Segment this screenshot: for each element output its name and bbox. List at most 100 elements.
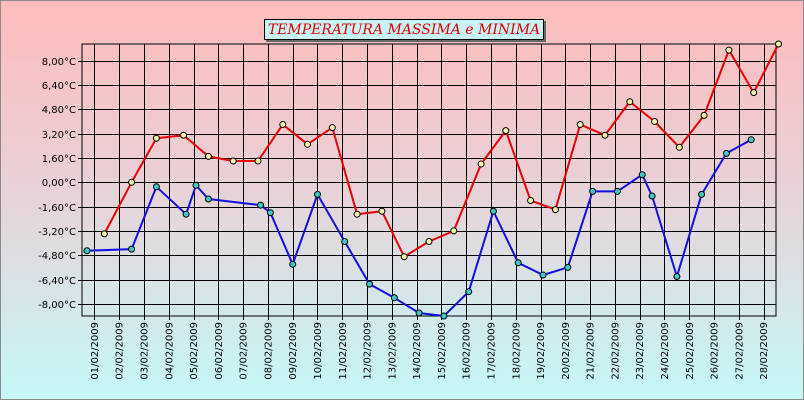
x-tick-label: 14/02/2009 <box>412 322 423 380</box>
series-2-line <box>86 138 752 317</box>
series-2-point <box>698 190 706 198</box>
series-2-point <box>564 263 572 271</box>
x-tick-label: 10/02/2009 <box>313 322 324 380</box>
series-2-point <box>648 192 656 200</box>
series-1-point <box>328 124 336 132</box>
y-tick-label: 1,60°C <box>42 154 76 165</box>
y-tick-label: -3,20°C <box>38 227 76 238</box>
x-tick-label: 08/02/2009 <box>263 322 274 380</box>
x-tick-label: 25/02/2009 <box>685 322 696 380</box>
x-tick-label: 26/02/2009 <box>710 322 721 380</box>
series-2-point <box>266 209 274 217</box>
series-2-point <box>440 312 448 320</box>
series-2-point <box>152 183 160 191</box>
x-tick-label: 20/02/2009 <box>561 322 572 380</box>
series-2-point <box>182 210 190 218</box>
series-1-point <box>551 206 559 214</box>
series-1-point <box>700 111 708 119</box>
x-tick-label: 07/02/2009 <box>239 322 250 380</box>
x-tick-label: 13/02/2009 <box>387 322 398 380</box>
x-axis-ticks: 01/02/2009 02/02/2009 03/02/2009 04/02/2009… <box>90 316 770 380</box>
x-tick-label: 11/02/2009 <box>338 322 349 380</box>
x-tick-label: 23/02/2009 <box>635 322 646 380</box>
series-1-point <box>353 210 361 218</box>
y-tick-label: 0,00°C <box>42 178 76 189</box>
y-tick-label: 3,20°C <box>42 130 76 141</box>
series-1-point <box>152 134 160 142</box>
x-tick-label: 02/02/2009 <box>115 322 126 380</box>
series-2-point <box>128 245 136 253</box>
series-1-point <box>576 121 584 128</box>
series-1-point <box>527 197 535 204</box>
series-2-point <box>204 195 212 203</box>
series-1-point <box>204 152 212 160</box>
chart-title: TEMPERATURA MASSIMA e MINIMA <box>267 21 541 38</box>
series-2-point <box>514 259 522 267</box>
y-tick-label: -4,80°C <box>38 251 76 262</box>
series-2-point <box>722 149 730 157</box>
series-1-point <box>651 118 659 125</box>
y-tick-label: 8,00°C <box>42 57 76 68</box>
series-2-point <box>257 201 264 209</box>
x-tick-label: 22/02/2009 <box>610 322 621 380</box>
series-1-point <box>450 227 458 235</box>
series-1-point <box>100 230 108 238</box>
series-2-point <box>613 187 621 195</box>
series-2-point <box>366 280 373 288</box>
x-tick-label: 01/02/2009 <box>90 322 101 380</box>
x-tick-label: 06/02/2009 <box>214 322 225 380</box>
x-tick-label: 21/02/2009 <box>586 322 597 380</box>
series-1-point <box>601 131 609 139</box>
series-2-point <box>589 187 597 195</box>
series-1-point <box>254 157 262 165</box>
series-1-point <box>229 157 237 165</box>
y-tick-label: 6,40°C <box>42 81 76 92</box>
series-1-point <box>425 238 433 245</box>
chart-title-box: TEMPERATURA MASSIMA e MINIMA <box>264 19 544 40</box>
series-1-point <box>725 46 733 54</box>
series-2-point <box>489 207 497 215</box>
series-1-point <box>675 143 683 151</box>
x-tick-label: 17/02/2009 <box>486 322 497 380</box>
y-tick-label: -1,60°C <box>38 203 76 214</box>
x-tick-label: 09/02/2009 <box>288 322 299 380</box>
series-2-point <box>83 247 91 255</box>
series-1-line <box>103 43 780 258</box>
series-1-point <box>750 89 758 97</box>
series-2-point <box>314 190 321 198</box>
x-tick-label: 28/02/2009 <box>759 322 770 380</box>
plot-border <box>81 43 777 317</box>
series-2-point <box>192 181 200 189</box>
x-tick-label: 12/02/2009 <box>363 322 374 380</box>
y-tick-label: -6,40°C <box>38 276 76 287</box>
series-1-point <box>279 121 287 128</box>
y-tick-label: 4,80°C <box>42 105 76 116</box>
series-lines <box>86 43 780 317</box>
series-1-point <box>477 160 485 168</box>
x-tick-label: 03/02/2009 <box>139 322 150 380</box>
x-tick-label: 05/02/2009 <box>189 322 200 380</box>
series-1-point <box>502 127 510 135</box>
series-2-point <box>341 238 349 245</box>
series-1-point <box>304 140 311 148</box>
x-tick-label: 19/02/2009 <box>536 322 547 380</box>
series-1-point <box>626 98 634 106</box>
x-tick-label: 24/02/2009 <box>660 322 671 380</box>
series-2-point <box>289 260 297 268</box>
x-tick-label: 27/02/2009 <box>734 322 745 380</box>
y-tick-label: -8,00°C <box>38 300 76 311</box>
series-2-point <box>747 136 755 144</box>
series-1-point <box>128 178 136 186</box>
x-tick-label: 18/02/2009 <box>511 322 522 380</box>
x-tick-label: 15/02/2009 <box>437 322 448 380</box>
series-1-point <box>775 40 782 48</box>
series-2-point <box>539 271 547 279</box>
series-1-point <box>400 253 408 261</box>
series-2-point <box>465 288 473 296</box>
series-1-point <box>180 131 188 139</box>
x-tick-label: 04/02/2009 <box>164 322 175 380</box>
x-tick-label: 16/02/2009 <box>462 322 473 380</box>
series-markers <box>83 40 782 320</box>
